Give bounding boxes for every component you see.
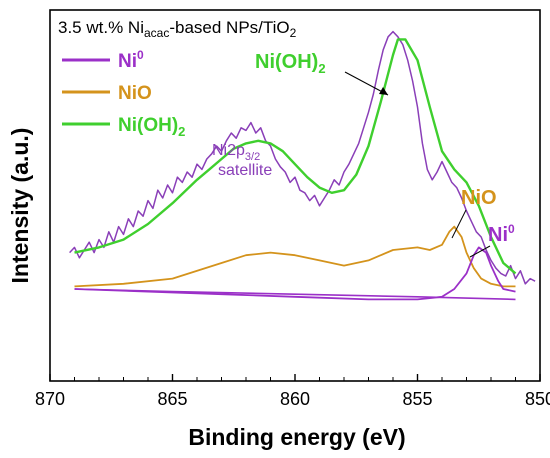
legend-label-2: Ni(OH)2 [118, 115, 185, 139]
x-axis-label: Binding energy (eV) [188, 424, 405, 450]
annotation-nio-arrow [451, 209, 467, 239]
series-nioh2 [74, 38, 517, 275]
annotation-satellite-title: Ni2p3/2 [212, 142, 260, 163]
series-experimental [69, 30, 536, 285]
x-tick-label-860: 860 [280, 389, 310, 409]
annotation-nioh2: Ni(OH)2 [255, 51, 326, 76]
chart-title: 3.5 wt.% Niacac-based NPs/TiO2 [58, 18, 297, 40]
x-tick-label-855: 855 [402, 389, 432, 409]
annotation-nio: NiO [461, 187, 497, 209]
annotation-ni0-arrow [469, 245, 491, 258]
legend-label-0: Ni0 [118, 48, 144, 72]
x-tick-label-870: 870 [35, 389, 65, 409]
annotation-ni0: Ni0 [488, 222, 515, 246]
x-tick-label-850: 850 [525, 389, 550, 409]
x-tick-label-865: 865 [157, 389, 187, 409]
y-axis-label: Intensity (a.u.) [7, 128, 33, 284]
legend-label-1: NiO [118, 83, 152, 104]
annotation-nioh2-arrowhead [379, 87, 388, 95]
series-ni0 [74, 246, 516, 301]
series-nio [74, 225, 516, 288]
annotation-satellite-word: satellite [218, 162, 272, 179]
